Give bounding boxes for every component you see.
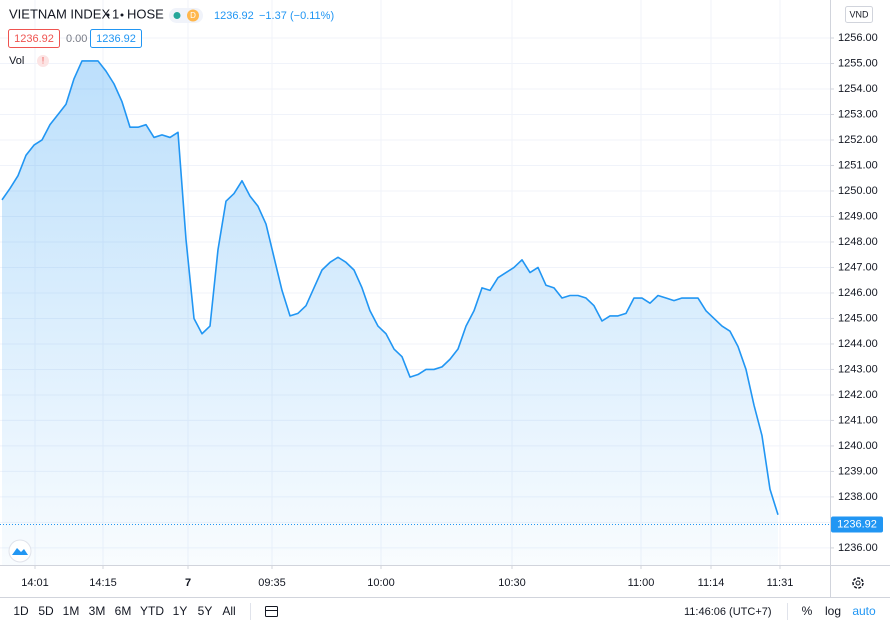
separator: [106, 13, 110, 17]
change: −1.37: [259, 10, 287, 22]
y-tick-label: 1248.00: [838, 236, 878, 248]
settings-icon[interactable]: [852, 577, 864, 589]
alert-text: !: [42, 55, 45, 65]
x-tick-label: 11:00: [628, 577, 655, 589]
x-tick-label: 11:14: [698, 577, 725, 589]
currency-box: [845, 6, 873, 23]
range-button[interactable]: YTD: [140, 604, 164, 618]
exchange: HOSE: [127, 6, 164, 21]
price-box: [90, 29, 142, 48]
range-button[interactable]: 1D: [13, 604, 29, 618]
last-price: 1236.92: [214, 10, 254, 22]
x-tick-label: 14:15: [89, 577, 117, 589]
last-price-tag-text: 1236.92: [837, 518, 877, 530]
y-tick-label: 1236.00: [838, 542, 878, 554]
y-tick-label: 1245.00: [838, 312, 878, 324]
market-status: [173, 12, 181, 19]
y-tick-label: 1238.00: [838, 491, 878, 503]
range-button[interactable]: 1M: [63, 604, 80, 618]
logo-mark: [12, 548, 28, 555]
log-toggle[interactable]: log: [825, 604, 841, 618]
clock: 11:46:06 (UTC+7): [684, 606, 772, 618]
settings-center: [855, 580, 861, 586]
x-tick-label: 09:35: [258, 577, 286, 589]
volume-label: Vol: [9, 55, 24, 67]
price-line: [1, 60, 779, 516]
y-tick-label: 1242.00: [838, 389, 878, 401]
y-tick-label: 1246.00: [838, 287, 878, 299]
y-tick-label: 1254.00: [838, 83, 878, 95]
plot: [0, 60, 830, 565]
y-tick-label: 1244.00: [838, 338, 878, 350]
x-tick-label: 7: [185, 577, 191, 589]
y-tick-label: 1252.00: [838, 134, 878, 146]
area-fill: [2, 60, 778, 565]
x-tick-label: 10:00: [367, 577, 395, 589]
y-tick-label: 1251.00: [838, 159, 878, 171]
range-button[interactable]: 5Y: [198, 604, 213, 618]
range-button[interactable]: 1Y: [173, 604, 188, 618]
y-tick-label: 1240.00: [838, 440, 878, 452]
y-tick-label: 1249.00: [838, 210, 878, 222]
price-box: [8, 29, 60, 48]
currency: VND: [849, 9, 869, 19]
separator: [120, 13, 124, 17]
x-tick-label: 14:01: [21, 577, 49, 589]
y-tick-label: 1250.00: [838, 185, 878, 197]
axes: 1236.001237.001238.001239.001240.001241.…: [21, 32, 883, 589]
y-tick-label: 1256.00: [838, 32, 878, 44]
y-tick-label: 1255.00: [838, 57, 878, 69]
price-box-text: 1236.92: [96, 33, 136, 45]
change-percent: (−0.11%): [290, 10, 334, 22]
range-button[interactable]: All: [222, 604, 235, 618]
badge: [187, 9, 199, 22]
auto-toggle[interactable]: auto: [852, 604, 876, 618]
x-tick-label: 10:30: [498, 577, 526, 589]
range-button[interactable]: 6M: [115, 604, 132, 618]
toolbar: 1D 5D 1M 3M 6M YTD 1Y 5Y All: [13, 604, 235, 618]
y-tick-label: 1247.00: [838, 261, 878, 273]
range-button[interactable]: 3M: [89, 604, 106, 618]
percent-toggle[interactable]: %: [802, 604, 813, 618]
badge-text: D: [190, 11, 196, 20]
zero-value: 0.00: [66, 33, 87, 45]
x-tick-label: 11:31: [767, 577, 794, 589]
alert-icon[interactable]: [37, 55, 49, 67]
y-tick-label: 1243.00: [838, 363, 878, 375]
date-range-icon[interactable]: [265, 606, 278, 617]
y-tick-label: 1241.00: [838, 414, 878, 426]
y-tick-label: 1239.00: [838, 465, 878, 477]
symbol: VIETNAM INDEX: [9, 6, 110, 21]
price-box-text: 1236.92: [14, 33, 54, 45]
last-price-tag: [831, 516, 883, 533]
interval: 1: [112, 6, 119, 21]
y-tick-label: 1253.00: [838, 108, 878, 120]
range-button[interactable]: 5D: [38, 604, 54, 618]
